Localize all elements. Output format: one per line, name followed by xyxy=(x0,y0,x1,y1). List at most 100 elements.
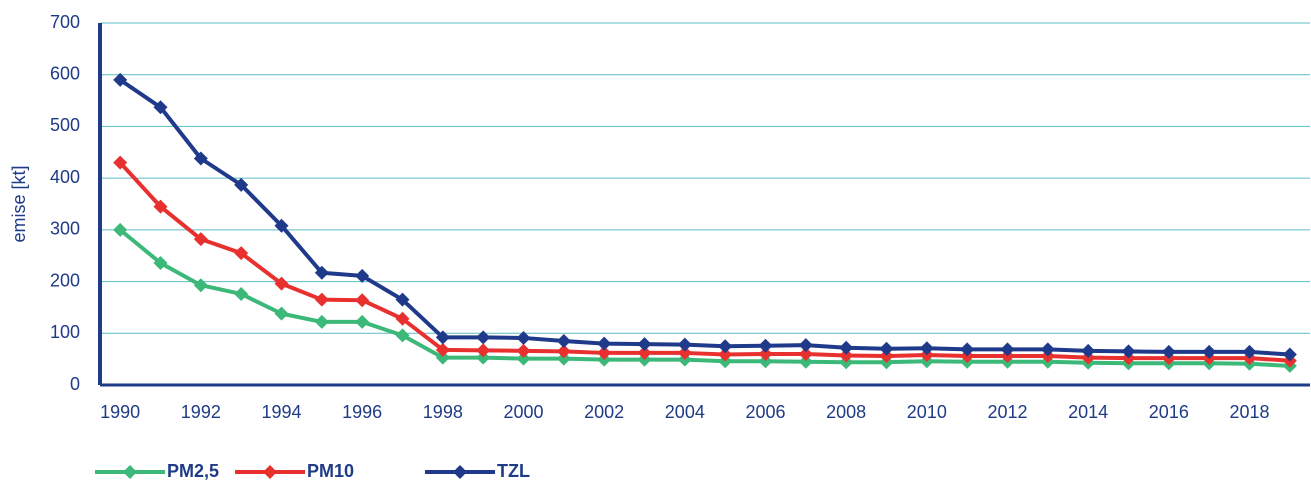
point-marker xyxy=(516,351,531,366)
y-tick-label: 100 xyxy=(50,322,80,342)
y-axis-label: emise [kt] xyxy=(9,165,29,242)
point-marker xyxy=(1121,344,1136,359)
point-marker xyxy=(677,337,692,352)
point-marker xyxy=(153,199,168,214)
legend-item: TZL xyxy=(425,461,530,481)
point-marker xyxy=(153,100,168,115)
point-marker xyxy=(798,338,813,353)
point-marker xyxy=(919,341,934,356)
x-tick-label: 1992 xyxy=(181,402,221,422)
point-marker xyxy=(355,314,370,329)
point-marker xyxy=(193,278,208,293)
x-tick-label: 2002 xyxy=(584,402,624,422)
point-marker xyxy=(193,151,208,166)
point-marker xyxy=(597,345,612,360)
point-marker xyxy=(395,328,410,343)
point-marker xyxy=(153,255,168,270)
point-marker xyxy=(476,330,491,345)
point-marker xyxy=(234,177,249,192)
x-tick-label: 2012 xyxy=(987,402,1027,422)
x-tick-label: 2010 xyxy=(907,402,947,422)
point-marker xyxy=(960,342,975,357)
point-marker xyxy=(879,349,894,364)
legend-label: PM2,5 xyxy=(167,461,219,481)
point-marker xyxy=(556,334,571,349)
point-marker xyxy=(718,339,733,354)
x-tick-label: 1994 xyxy=(261,402,301,422)
point-marker xyxy=(637,337,652,352)
point-marker xyxy=(395,311,410,326)
point-marker xyxy=(274,306,289,321)
point-marker xyxy=(758,346,773,361)
y-tick-label: 200 xyxy=(50,270,80,290)
x-tick-label: 2014 xyxy=(1068,402,1108,422)
point-marker xyxy=(597,336,612,351)
point-marker xyxy=(274,276,289,291)
point-marker xyxy=(879,341,894,356)
point-marker xyxy=(1081,343,1096,358)
x-tick-label: 2016 xyxy=(1149,402,1189,422)
point-marker xyxy=(718,347,733,362)
point-marker xyxy=(314,314,329,329)
point-marker xyxy=(556,351,571,366)
y-tick-label: 400 xyxy=(50,167,80,187)
point-marker xyxy=(314,292,329,307)
point-marker xyxy=(234,246,249,261)
legend-item: PM10 xyxy=(235,461,354,481)
point-marker xyxy=(476,343,491,358)
point-marker xyxy=(839,340,854,355)
legend-item: PM2,5 xyxy=(95,461,219,481)
x-tick-label: 2000 xyxy=(503,402,543,422)
legend-label: TZL xyxy=(497,461,530,481)
point-marker xyxy=(435,350,450,365)
point-marker xyxy=(314,265,329,280)
point-marker xyxy=(1040,342,1055,357)
point-marker xyxy=(516,330,531,345)
point-marker xyxy=(677,345,692,360)
x-tick-label: 1996 xyxy=(342,402,382,422)
point-marker xyxy=(1202,344,1217,359)
x-tick-label: 2006 xyxy=(745,402,785,422)
point-marker xyxy=(556,344,571,359)
point-marker xyxy=(395,292,410,307)
point-marker xyxy=(113,155,128,170)
point-marker xyxy=(516,343,531,358)
point-marker xyxy=(113,222,128,237)
y-tick-label: 700 xyxy=(50,12,80,32)
point-marker xyxy=(193,232,208,247)
series-line xyxy=(119,78,1290,357)
legend-marker xyxy=(123,465,137,479)
x-tick-label: 2008 xyxy=(826,402,866,422)
y-tick-label: 600 xyxy=(50,63,80,83)
x-tick-label: 2004 xyxy=(665,402,705,422)
legend-label: PM10 xyxy=(307,461,354,481)
point-marker xyxy=(476,350,491,365)
point-marker xyxy=(234,286,249,301)
point-marker xyxy=(274,218,289,233)
point-marker xyxy=(355,268,370,283)
point-marker xyxy=(435,342,450,357)
point-marker xyxy=(1000,342,1015,357)
x-tick-label: 2018 xyxy=(1229,402,1269,422)
legend-marker xyxy=(453,465,467,479)
y-tick-label: 300 xyxy=(50,219,80,239)
point-marker xyxy=(435,330,450,345)
point-marker xyxy=(839,348,854,363)
y-tick-label: 0 xyxy=(70,374,80,394)
y-tick-label: 500 xyxy=(50,115,80,135)
point-marker xyxy=(758,354,773,369)
point-marker xyxy=(798,354,813,369)
point-marker xyxy=(1282,347,1297,362)
point-marker xyxy=(1161,344,1176,359)
point-marker xyxy=(758,338,773,353)
point-marker xyxy=(637,345,652,360)
point-marker xyxy=(798,346,813,361)
x-tick-label: 1990 xyxy=(100,402,140,422)
legend-marker xyxy=(263,465,277,479)
point-marker xyxy=(1242,344,1257,359)
series-line xyxy=(118,161,1290,363)
x-tick-label: 1998 xyxy=(423,402,463,422)
point-marker xyxy=(355,293,370,308)
